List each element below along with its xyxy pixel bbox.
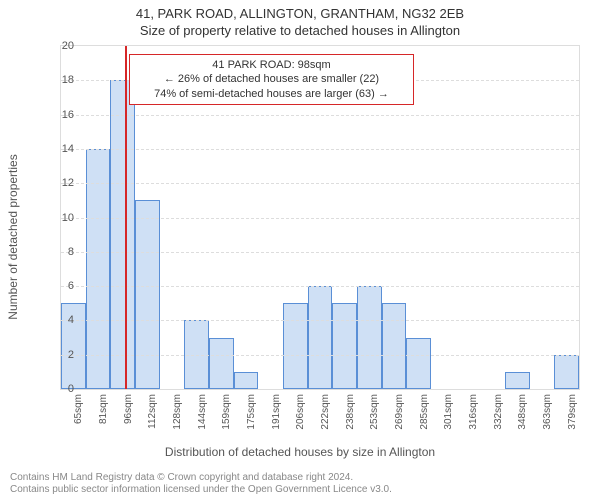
x-tick-label: 316sqm bbox=[468, 394, 479, 444]
histogram-bar bbox=[209, 338, 234, 389]
y-tick-label: 4 bbox=[50, 314, 74, 326]
y-tick-label: 14 bbox=[50, 143, 74, 155]
x-tick-label: 379sqm bbox=[567, 394, 578, 444]
histogram-bar bbox=[308, 286, 333, 389]
y-tick-label: 18 bbox=[50, 74, 74, 86]
histogram-bar bbox=[283, 303, 308, 389]
x-tick-label: 238sqm bbox=[345, 394, 356, 444]
x-tick-label: 301sqm bbox=[443, 394, 454, 444]
x-axis-label: Distribution of detached houses by size … bbox=[0, 445, 600, 459]
y-tick-label: 12 bbox=[50, 177, 74, 189]
histogram-bar bbox=[406, 338, 431, 389]
x-tick-label: 348sqm bbox=[517, 394, 528, 444]
annotation-line: ← 26% of detached houses are smaller (22… bbox=[136, 72, 407, 86]
histogram-bar bbox=[505, 372, 530, 389]
gridline bbox=[61, 286, 579, 287]
histogram-bar bbox=[382, 303, 407, 389]
x-tick-label: 191sqm bbox=[271, 394, 282, 444]
chart-title-line2: Size of property relative to detached ho… bbox=[0, 23, 600, 38]
gridline bbox=[61, 115, 579, 116]
histogram-bar bbox=[110, 80, 135, 389]
histogram-bar bbox=[234, 372, 259, 389]
footer-line2: Contains public sector information licen… bbox=[10, 484, 590, 496]
y-tick-label: 0 bbox=[50, 383, 74, 395]
y-tick-label: 16 bbox=[50, 109, 74, 121]
annotation-line: 74% of semi-detached houses are larger (… bbox=[136, 87, 407, 101]
x-tick-label: 206sqm bbox=[295, 394, 306, 444]
gridline bbox=[61, 218, 579, 219]
y-tick-label: 8 bbox=[50, 246, 74, 258]
x-tick-label: 222sqm bbox=[320, 394, 331, 444]
x-tick-label: 159sqm bbox=[221, 394, 232, 444]
histogram-bar bbox=[332, 303, 357, 389]
x-tick-label: 363sqm bbox=[542, 394, 553, 444]
x-tick-label: 65sqm bbox=[73, 394, 84, 444]
chart-title-line1: 41, PARK ROAD, ALLINGTON, GRANTHAM, NG32… bbox=[0, 6, 600, 21]
property-marker-line bbox=[125, 46, 127, 389]
x-tick-label: 96sqm bbox=[123, 394, 134, 444]
x-tick-label: 144sqm bbox=[197, 394, 208, 444]
property-annotation: 41 PARK ROAD: 98sqm← 26% of detached hou… bbox=[129, 54, 414, 105]
x-tick-label: 112sqm bbox=[147, 394, 158, 444]
y-tick-label: 10 bbox=[50, 212, 74, 224]
x-tick-label: 253sqm bbox=[369, 394, 380, 444]
gridline bbox=[61, 355, 579, 356]
annotation-line: 41 PARK ROAD: 98sqm bbox=[136, 58, 407, 72]
histogram-bar bbox=[86, 149, 111, 389]
x-tick-label: 269sqm bbox=[394, 394, 405, 444]
gridline bbox=[61, 183, 579, 184]
y-tick-label: 6 bbox=[50, 280, 74, 292]
x-tick-label: 285sqm bbox=[419, 394, 430, 444]
gridline bbox=[61, 149, 579, 150]
attribution-footer: Contains HM Land Registry data © Crown c… bbox=[10, 472, 590, 496]
gridline bbox=[61, 320, 579, 321]
histogram-bar bbox=[135, 200, 160, 389]
x-tick-label: 81sqm bbox=[98, 394, 109, 444]
x-tick-label: 128sqm bbox=[172, 394, 183, 444]
footer-line1: Contains HM Land Registry data © Crown c… bbox=[10, 472, 590, 484]
histogram-bar bbox=[357, 286, 382, 389]
y-tick-label: 2 bbox=[50, 349, 74, 361]
x-tick-label: 175sqm bbox=[246, 394, 257, 444]
y-axis-label: Number of detached properties bbox=[6, 154, 20, 319]
y-tick-label: 20 bbox=[50, 40, 74, 52]
plot-area: 41 PARK ROAD: 98sqm← 26% of detached hou… bbox=[60, 45, 580, 390]
x-tick-label: 332sqm bbox=[493, 394, 504, 444]
histogram-bar bbox=[554, 355, 579, 389]
gridline bbox=[61, 252, 579, 253]
